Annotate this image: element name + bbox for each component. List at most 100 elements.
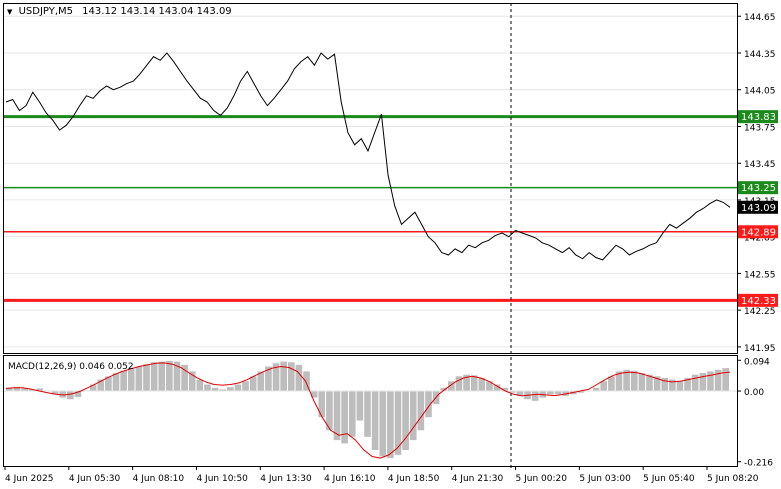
ohlc-values: 143.12 143.14 143.04 143.09 bbox=[82, 6, 232, 17]
macd-histogram-bar bbox=[181, 364, 188, 392]
macd-histogram-bar bbox=[74, 391, 82, 397]
macd-histogram-bar bbox=[211, 387, 219, 392]
macd-axis: 0.094 0.00 -0.216 bbox=[737, 357, 773, 469]
macd-histogram-bar bbox=[105, 376, 112, 392]
price-grid bbox=[4, 15, 737, 348]
macd-histogram-bar bbox=[463, 374, 470, 392]
macd-histogram-bar bbox=[417, 391, 425, 431]
macd-histogram-bar bbox=[356, 391, 364, 421]
macd-histogram-bar bbox=[402, 391, 409, 450]
macd-histogram-bar bbox=[623, 369, 630, 392]
macd-histogram-bar bbox=[303, 371, 310, 392]
macd-histogram-bar bbox=[310, 391, 318, 398]
level-tag-label: 143.83 bbox=[741, 112, 776, 123]
price-tick-label: 144.65 bbox=[744, 13, 776, 23]
macd-histogram bbox=[6, 360, 729, 459]
price-tick-label: 141.95 bbox=[744, 344, 776, 354]
macd-histogram-bar bbox=[684, 377, 691, 392]
level-tag-bg bbox=[738, 293, 778, 307]
macd-histogram-bar bbox=[478, 377, 486, 392]
macd-histogram-bar bbox=[127, 368, 135, 392]
macd-histogram-bar bbox=[150, 362, 158, 392]
macd-panel-frame bbox=[3, 355, 738, 467]
macd-histogram-bar bbox=[196, 379, 204, 392]
macd-histogram-bar bbox=[691, 374, 699, 392]
macd-histogram-bar bbox=[112, 373, 120, 392]
level-tag-bg bbox=[738, 110, 778, 124]
macd-histogram-bar bbox=[440, 387, 448, 392]
macd-histogram-bar bbox=[295, 364, 303, 392]
macd-histogram-bar bbox=[638, 373, 646, 392]
macd-signal-line bbox=[5, 362, 731, 459]
macd-histogram-bar bbox=[166, 360, 173, 392]
price-tick-label: 143.75 bbox=[744, 123, 776, 133]
macd-histogram-bar bbox=[425, 391, 432, 418]
macd-histogram-bar bbox=[409, 391, 417, 441]
macd-histogram-bar bbox=[592, 387, 600, 392]
macd-histogram-bar bbox=[699, 373, 707, 392]
macd-histogram-bar bbox=[493, 384, 501, 392]
support-resistance-levels bbox=[4, 115, 737, 302]
macd-tick-label: 0.094 bbox=[744, 357, 770, 367]
macd-header: MACD(12,26,9) 0.046 0.052 bbox=[8, 362, 134, 372]
macd-histogram-bar bbox=[661, 377, 669, 392]
macd-histogram-bar bbox=[608, 376, 615, 392]
level-tag-label: 142.89 bbox=[741, 227, 776, 238]
macd-histogram-bar bbox=[287, 362, 295, 392]
macd-histogram-bar bbox=[28, 389, 36, 392]
time-tick-label: 5 Jun 03:00 bbox=[579, 474, 631, 484]
macd-histogram-bar bbox=[486, 381, 493, 392]
macd-histogram-bar bbox=[265, 366, 272, 392]
macd-histogram-bar bbox=[326, 391, 333, 431]
macd-histogram-bar bbox=[135, 366, 143, 392]
chart-header: ▼ USDJPY,M5 143.12 143.14 143.04 143.09 bbox=[7, 6, 232, 17]
macd-histogram-bar bbox=[379, 391, 387, 457]
macd-histogram-bar bbox=[234, 384, 242, 392]
macd-histogram-bar bbox=[394, 391, 402, 455]
level-tag-bg bbox=[738, 225, 778, 239]
macd-histogram-bar bbox=[120, 370, 127, 392]
macd-histogram-bar bbox=[508, 391, 516, 393]
level-price-tags: 143.83 143.25 142.89 142.33 bbox=[738, 110, 778, 307]
macd-histogram-bar bbox=[577, 391, 585, 393]
macd-histogram-bar bbox=[280, 361, 287, 392]
time-tick-label: 5 Jun 00:20 bbox=[516, 474, 568, 484]
macd-histogram-bar bbox=[143, 364, 150, 392]
macd-histogram-bar bbox=[204, 384, 211, 392]
macd-histogram-bar bbox=[387, 391, 394, 459]
price-panel[interactable]: 144.65144.35144.05143.75143.45143.15142.… bbox=[3, 3, 779, 468]
time-tick-label: 5 Jun 08:20 bbox=[707, 474, 759, 484]
macd-histogram-bar bbox=[242, 381, 249, 392]
macd-histogram-bar bbox=[227, 387, 234, 392]
macd-histogram-bar bbox=[707, 371, 714, 392]
macd-histogram-bar bbox=[272, 363, 280, 392]
macd-histogram-bar bbox=[364, 391, 371, 437]
macd-histogram-bar bbox=[97, 379, 105, 392]
macd-histogram-bar bbox=[173, 361, 181, 392]
macd-histogram-bar bbox=[722, 368, 729, 392]
level-tag-bg bbox=[738, 181, 778, 195]
macd-histogram-bar bbox=[516, 391, 524, 396]
time-axis: 4 Jun 2025 4 Jun 05:30 4 Jun 08:10 4 Jun 10… bbox=[4, 466, 759, 484]
collapse-arrow-icon: ▼ bbox=[7, 8, 13, 16]
macd-histogram-bar bbox=[333, 391, 341, 441]
macd-histogram-bar bbox=[600, 381, 608, 392]
macd-panel[interactable]: 0.094 0.00 -0.216 MACD(12,26,9) 0.046 0.05… bbox=[3, 355, 774, 469]
price-tick-label: 144.35 bbox=[744, 50, 776, 60]
macd-histogram-bar bbox=[646, 374, 653, 392]
macd-histogram-bar bbox=[257, 371, 265, 392]
macd-histogram-bar bbox=[676, 381, 684, 392]
macd-histogram-bar bbox=[455, 376, 463, 392]
macd-histogram-bar bbox=[669, 379, 676, 392]
macd-histogram-bar bbox=[318, 391, 326, 418]
macd-histogram-bar bbox=[21, 388, 28, 392]
macd-histogram-bar bbox=[341, 391, 348, 444]
macd-histogram-bar bbox=[547, 391, 554, 395]
time-tick-label: 4 Jun 2025 bbox=[5, 474, 53, 484]
macd-histogram-bar bbox=[158, 361, 166, 392]
macd-histogram-bar bbox=[89, 384, 97, 392]
macd-histogram-bar bbox=[249, 376, 257, 392]
price-panel-frame bbox=[3, 3, 738, 354]
macd-histogram-bar bbox=[59, 391, 66, 398]
